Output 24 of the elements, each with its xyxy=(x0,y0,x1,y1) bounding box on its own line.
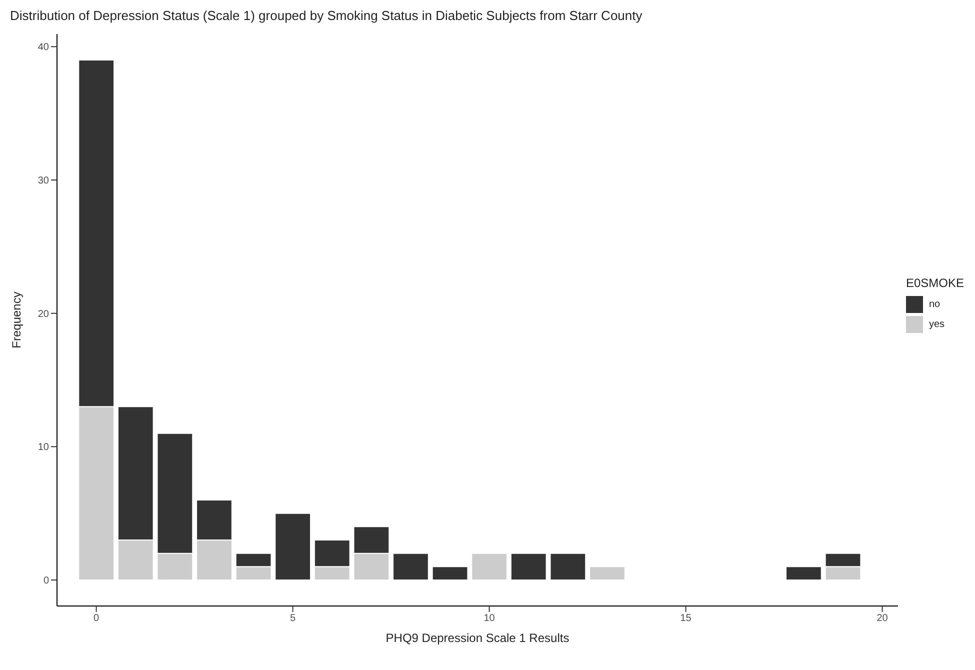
chart-title: Distribution of Depression Status (Scale 1) grouped by Smoking Status in Diabetic Subjects from Starr County xyxy=(9,8,644,25)
y-tick-label: 0 xyxy=(43,576,50,587)
x-tick-label: 20 xyxy=(876,613,888,624)
y-tick-label: 40 xyxy=(38,42,50,54)
x-tick-label: 10 xyxy=(484,613,496,624)
y-tick-label: 10 xyxy=(38,442,50,454)
x-axis-title: PHQ9 Depression Scale 1 Results xyxy=(386,631,570,645)
x-tick-label: 0 xyxy=(94,613,100,624)
x-tick-label: 5 xyxy=(290,613,296,624)
bar xyxy=(432,566,468,580)
bar xyxy=(471,552,508,580)
legend-label: no xyxy=(929,299,940,310)
y-tick-label: 20 xyxy=(38,308,50,320)
bar xyxy=(274,512,312,580)
bar xyxy=(786,566,822,580)
bar xyxy=(550,552,586,580)
x-tick-label: 15 xyxy=(680,613,692,624)
legend-label: yes xyxy=(929,319,945,330)
bar xyxy=(589,566,626,580)
y-tick-label: 30 xyxy=(38,176,50,187)
bar xyxy=(510,552,547,580)
legend-title: E0SMOKE xyxy=(906,276,966,290)
bar xyxy=(392,552,429,580)
y-axis-title: Frequency xyxy=(9,292,24,348)
